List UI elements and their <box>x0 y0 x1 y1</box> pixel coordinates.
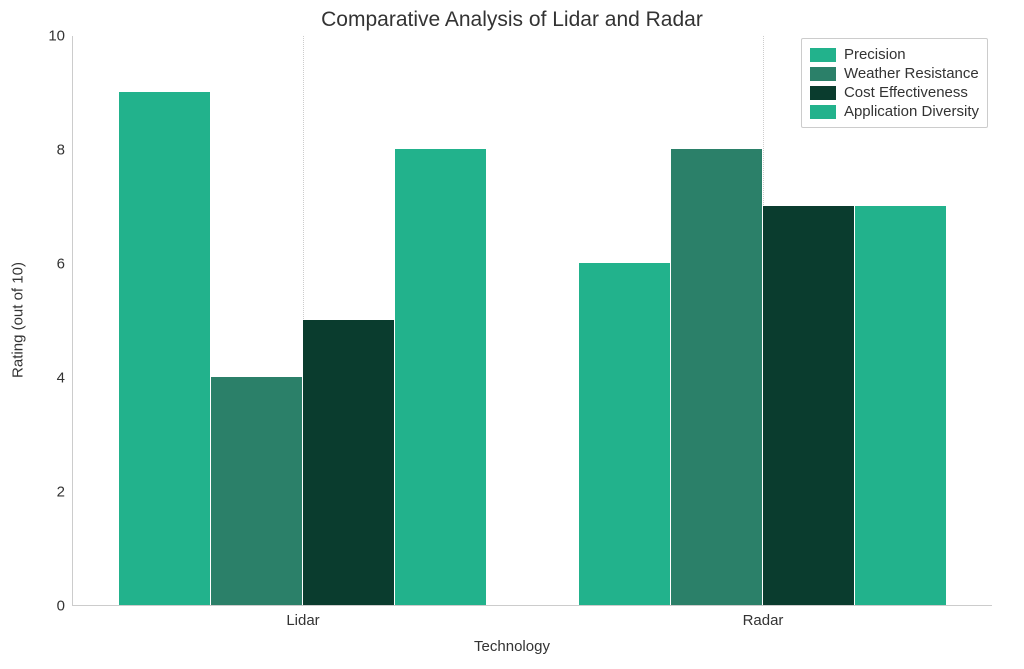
bar <box>855 206 946 605</box>
legend-item: Cost Effectiveness <box>810 83 979 102</box>
legend: Precision Weather Resistance Cost Effectiv… <box>801 38 988 128</box>
bar <box>579 263 670 605</box>
legend-label: Cost Effectiveness <box>844 84 968 101</box>
legend-label: Precision <box>844 46 906 63</box>
y-axis-label: Rating (out of 10) <box>10 262 27 378</box>
legend-label: Application Diversity <box>844 103 979 120</box>
bar <box>395 149 486 605</box>
legend-swatch <box>810 105 836 119</box>
legend-item: Precision <box>810 45 979 64</box>
y-tick-label: 0 <box>31 598 65 615</box>
bar <box>671 149 762 605</box>
legend-swatch <box>810 67 836 81</box>
x-tick-label: Radar <box>743 612 784 629</box>
legend-item: Application Diversity <box>810 102 979 121</box>
legend-label: Weather Resistance <box>844 65 979 82</box>
y-tick-label: 8 <box>31 142 65 159</box>
bar <box>763 206 854 605</box>
chart-title: Comparative Analysis of Lidar and Radar <box>0 8 1024 32</box>
bar <box>119 92 210 605</box>
legend-swatch <box>810 48 836 62</box>
y-tick-label: 4 <box>31 370 65 387</box>
x-tick-label: Lidar <box>286 612 319 629</box>
chart-container: Comparative Analysis of Lidar and Radar … <box>0 0 1024 669</box>
bar <box>211 377 302 605</box>
y-tick-label: 2 <box>31 484 65 501</box>
y-tick-label: 10 <box>31 28 65 45</box>
legend-item: Weather Resistance <box>810 64 979 83</box>
legend-swatch <box>810 86 836 100</box>
y-tick-label: 6 <box>31 256 65 273</box>
x-axis-label: Technology <box>474 638 550 655</box>
bar <box>303 320 394 605</box>
